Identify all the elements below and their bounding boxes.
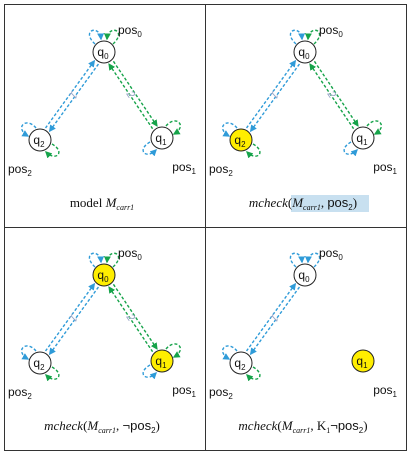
state-q2: q2: [28, 128, 52, 152]
state-q1-label: q1: [155, 131, 167, 147]
state-q2-label: q2: [33, 133, 45, 149]
edge-label-2: 2: [123, 88, 137, 101]
edge-label-1: 1: [267, 312, 280, 324]
state-q1-circle: [150, 349, 174, 373]
q2-self-loop-blue: [21, 345, 37, 360]
edge-q0-q2-line-1: [249, 286, 301, 356]
q0-self-loop-blue-2: [304, 252, 321, 268]
state-q0-label: q0: [97, 45, 109, 61]
q0-self-loop-green: [103, 29, 120, 45]
state-q2-label: q2: [234, 356, 246, 372]
state-q1: q1: [351, 349, 375, 373]
state-q0: q0: [92, 40, 116, 64]
edge-label-1: 1: [267, 89, 280, 101]
state-q0-circle: [293, 40, 317, 64]
state-q1-circle: [351, 126, 375, 150]
panel-1-caption: model Mcarr1: [70, 195, 134, 212]
q0-self-loop-blue: [289, 252, 306, 268]
panel-3-caption: mcheck(Mcarr1, ¬pos2): [44, 418, 160, 435]
state-q2: q2: [229, 351, 253, 375]
q2-self-loop-blue: [21, 122, 37, 137]
q2-self-loop-blue: [222, 122, 238, 137]
pos-label-0: pos0: [319, 23, 343, 39]
pos-label-2: pos2: [8, 162, 32, 178]
edge-q0-q2-line-2: [44, 59, 96, 129]
state-q2-circle: [229, 351, 253, 375]
state-q0-label: q0: [298, 268, 310, 284]
edge-q0-q2-line-1: [249, 63, 301, 133]
state-q0: q0: [92, 263, 116, 287]
state-q0: q0: [293, 40, 317, 64]
panel-2-caption: mcheck(Mcarr1, pos2): [249, 195, 357, 212]
pos-label-0: pos0: [118, 23, 142, 39]
state-q1-circle: [150, 126, 174, 150]
edge-q0-q1-line-1: [313, 60, 359, 127]
edge-q0-q1-line-2: [108, 63, 154, 130]
state-q2: q2: [28, 351, 52, 375]
edge-q0-q2-line-2: [245, 282, 297, 352]
edge-q0-q1-line-1: [112, 283, 158, 350]
state-q1: q1: [150, 126, 174, 150]
pos-label-2: pos2: [209, 162, 233, 178]
q0-self-loop-green: [304, 29, 321, 45]
q0-self-loop-blue: [88, 252, 105, 268]
edge-q0-q1-line-2: [309, 63, 355, 130]
edge-label-1: 1: [66, 89, 79, 101]
state-q0-circle: [92, 263, 116, 287]
state-q0: q0: [293, 263, 317, 287]
state-q1: q1: [150, 349, 174, 373]
state-q2-circle: [229, 128, 253, 152]
q0-self-loop-blue: [88, 29, 105, 45]
edge-label-1: 1: [66, 312, 79, 324]
q1-self-loop-green: [165, 120, 181, 135]
state-q1-circle: [351, 349, 375, 373]
edge-q0-q1-line-1: [112, 60, 158, 127]
q0-self-loop-blue: [289, 29, 306, 45]
state-q0-label: q0: [97, 268, 109, 284]
state-q0-circle: [293, 263, 317, 287]
q2-self-loop-blue: [222, 345, 238, 360]
edge-q0-q2-line-2: [245, 59, 297, 129]
state-q0-label: q0: [298, 45, 310, 61]
pos-label-0: pos0: [319, 246, 343, 262]
edge-q0-q1-line-2: [108, 286, 154, 353]
state-q2-circle: [28, 128, 52, 152]
q0-self-loop-green: [103, 252, 120, 268]
pos-label-1: pos1: [172, 160, 196, 176]
caption-highlight: [291, 195, 369, 212]
edge-q0-q2-line-2: [44, 282, 96, 352]
state-q2-label: q2: [234, 133, 246, 149]
pos-label-1: pos1: [373, 383, 397, 399]
state-q1-label: q1: [155, 354, 167, 370]
state-q1-label: q1: [356, 131, 368, 147]
state-q2-circle: [28, 351, 52, 375]
state-q0-circle: [92, 40, 116, 64]
state-q2-label: q2: [33, 356, 45, 372]
edge-q0-q2-line-1: [48, 63, 100, 133]
q1-self-loop-green: [366, 120, 382, 135]
state-q1: q1: [351, 126, 375, 150]
state-q2: q2: [229, 128, 253, 152]
q1-self-loop-green: [165, 343, 181, 358]
edge-label-2: 2: [123, 311, 137, 324]
pos-label-2: pos2: [209, 385, 233, 401]
pos-label-2: pos2: [8, 385, 32, 401]
pos-label-1: pos1: [373, 160, 397, 176]
panel-4-caption: mcheck(Mcarr1, K1¬pos2): [238, 418, 367, 435]
edge-q0-q2-line-1: [48, 286, 100, 356]
pos-label-1: pos1: [172, 383, 196, 399]
pos-label-0: pos0: [118, 246, 142, 262]
edge-label-2: 2: [324, 88, 338, 101]
state-q1-label: q1: [356, 354, 368, 370]
